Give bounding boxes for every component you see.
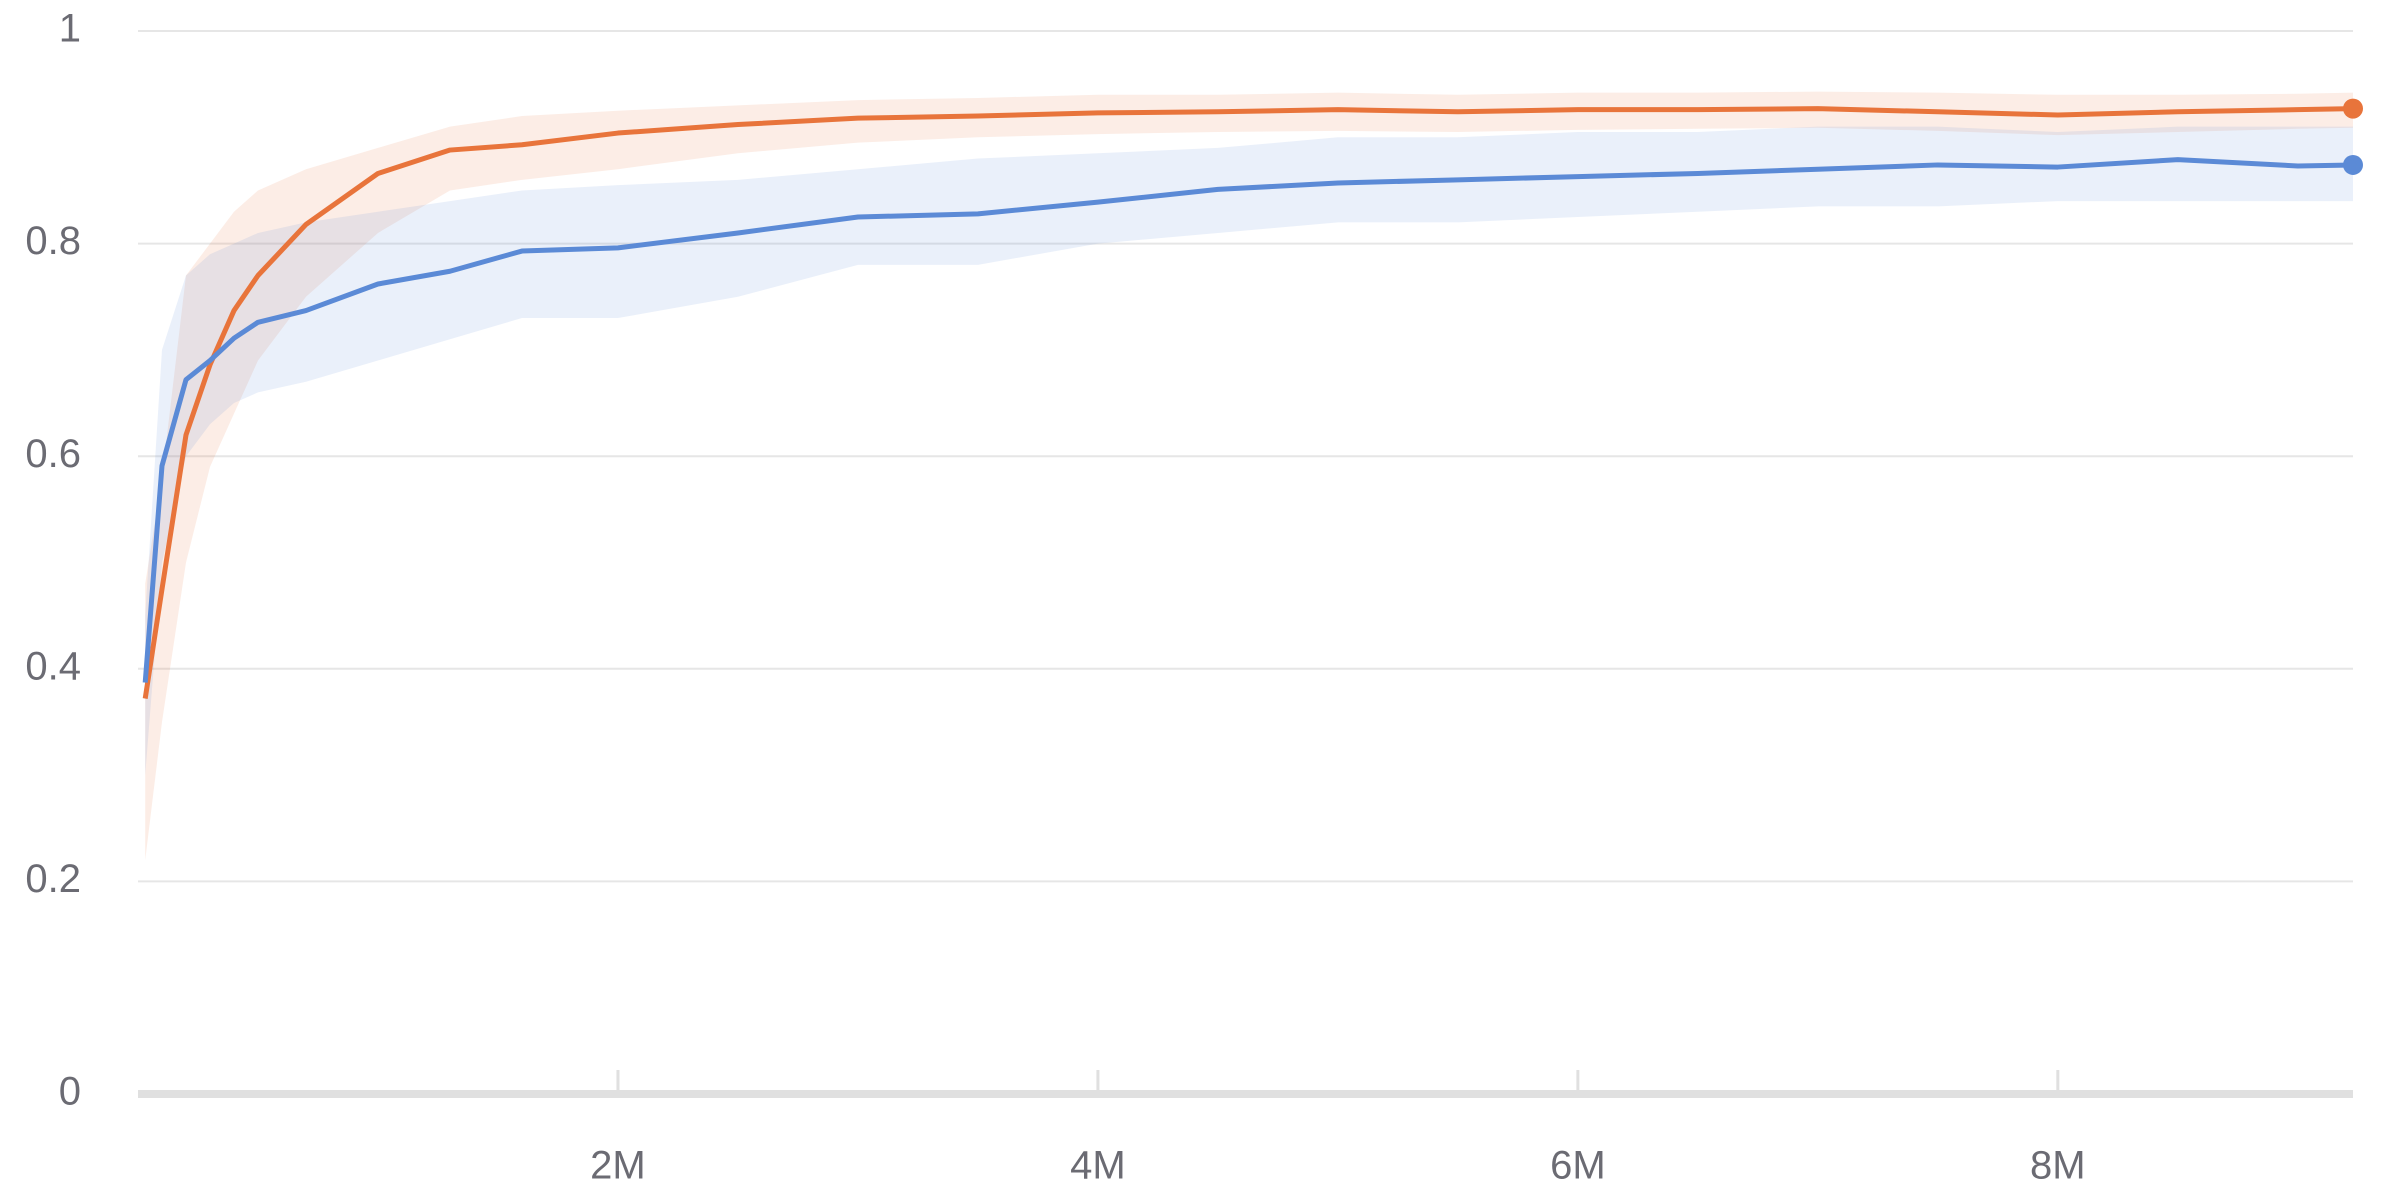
x-tick-label: 2M [590,1144,646,1188]
y-tick-label: 0 [59,1070,81,1114]
end-point [2343,154,2363,175]
y-tick-label: 0.6 [25,432,81,476]
y-tick-label: 0.4 [25,644,81,688]
y-tick-label: 1 [59,7,81,51]
line [142,157,2354,683]
line [142,106,2354,699]
confidence-band [145,126,2353,776]
confidence-band [145,91,2353,861]
y-tick-label: 0.2 [25,857,81,901]
x-tick-label: 4M [1070,1144,1126,1188]
x-tick-label: 8M [2030,1144,2086,1188]
x-tick-label: 6M [1550,1144,1606,1188]
y-tick-label: 0.8 [25,219,81,263]
end-point [2343,98,2363,119]
